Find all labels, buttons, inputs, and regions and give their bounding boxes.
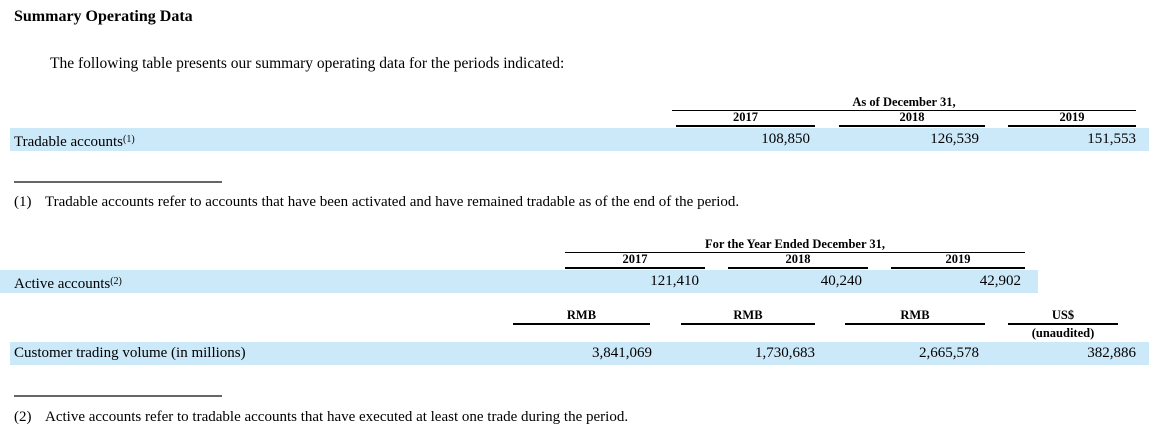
year-column-header-2017: 2017 [676, 111, 815, 127]
row-highlight-bar [10, 128, 1149, 151]
cell-value: 382,886 [1087, 345, 1136, 361]
cell-value: 1,730,683 [755, 345, 815, 361]
row-label-active-accounts: Active accounts(2) [14, 272, 122, 294]
cell-value: 126,539 [930, 131, 979, 147]
cell-value: 3,841,069 [592, 345, 652, 361]
row-highlight-bar [0, 270, 1038, 293]
cell-value: 108,850 [761, 131, 810, 147]
cell-value: 42,902 [979, 273, 1021, 289]
footnote-ref-superscript: (2) [110, 276, 122, 287]
row-label-tradable-accounts: Tradable accounts(1) [14, 130, 135, 152]
year-column-header-2017: 2017 [565, 253, 705, 269]
row-label-text: Active accounts [14, 276, 111, 292]
row-label-text: Tradable accounts [14, 134, 123, 150]
footnote-divider [14, 395, 222, 397]
cell-value: 151,553 [1087, 131, 1136, 147]
unaudited-note: (unaudited) [1031, 326, 1095, 340]
year-column-header-2018: 2018 [728, 253, 868, 269]
cell-value: 40,240 [820, 273, 862, 289]
group-column-header: As of December 31, [672, 96, 1136, 111]
page-title: Summary Operating Data [14, 8, 193, 25]
cell-value: 121,410 [650, 273, 699, 289]
footnote-text: Active accounts refer to tradable accoun… [45, 409, 629, 425]
footnote-text: Tradable accounts refer to accounts that… [45, 194, 740, 210]
row-highlight-bar [10, 342, 1149, 365]
currency-column-header-rmb: RMB [513, 309, 650, 325]
currency-column-header-rmb: RMB [845, 309, 985, 325]
footnote-marker: (2) [14, 409, 32, 425]
group-column-header: For the Year Ended December 31, [565, 238, 1025, 253]
year-column-header-2019: 2019 [891, 253, 1025, 269]
year-column-header-2018: 2018 [839, 111, 985, 127]
currency-column-header-rmb: RMB [681, 309, 815, 325]
footnote-divider [14, 181, 222, 183]
footnote-ref-superscript: (1) [123, 134, 135, 145]
row-label-customer-trading-volume: Customer trading volume (in millions) [14, 345, 246, 361]
footnote-marker: (1) [14, 194, 32, 210]
intro-text: The following table presents our summary… [50, 55, 565, 72]
currency-column-header-usd: US$ [1008, 309, 1118, 325]
year-column-header-2019: 2019 [1008, 111, 1136, 127]
cell-value: 2,665,578 [919, 345, 979, 361]
